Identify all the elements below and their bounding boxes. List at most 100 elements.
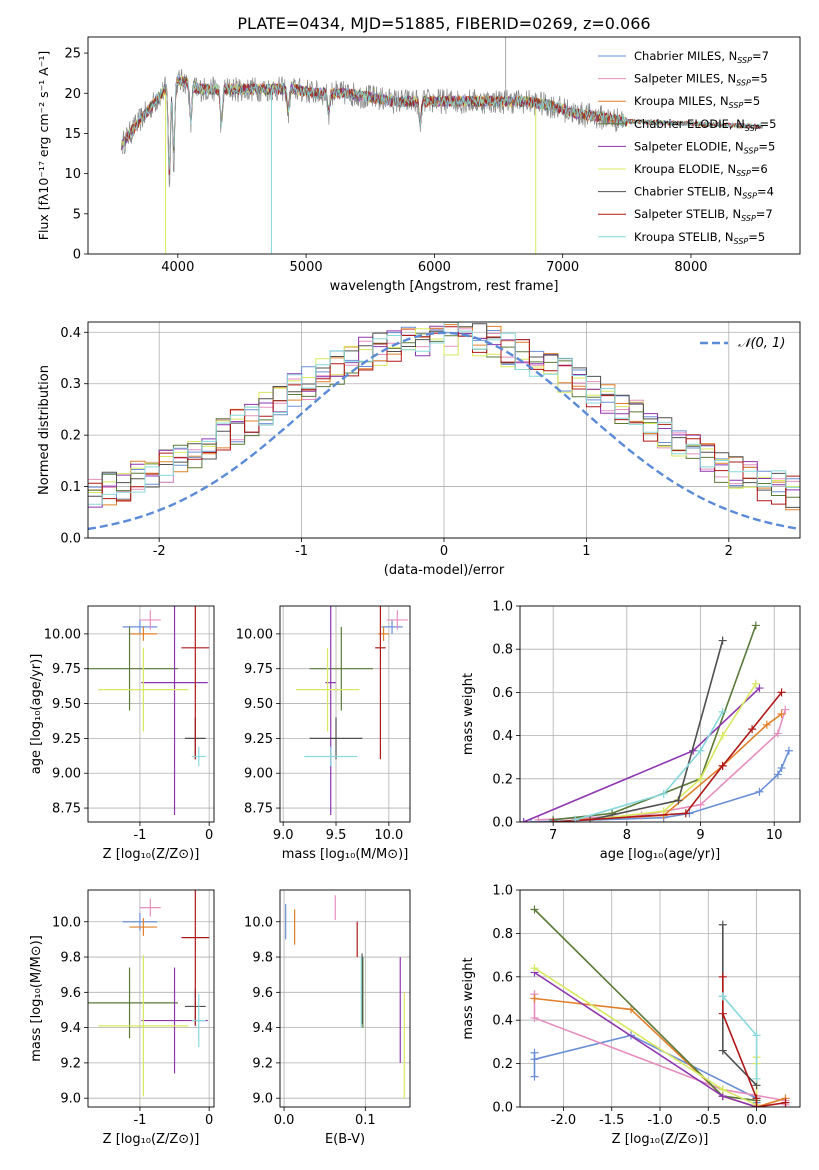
x-tick-label: 9: [696, 828, 704, 843]
histogram-kroupa-elodie: [88, 328, 800, 493]
series-marker: [718, 707, 727, 716]
y-tick-label: 9.2: [60, 1056, 81, 1071]
y-tick-label: 10.00: [44, 627, 81, 642]
x-tick-label: 0: [205, 828, 213, 843]
legend-label: Kroupa MILES, NSSP=5: [634, 94, 760, 110]
series-marker: [530, 994, 539, 1003]
errorbar-kroupa-stelib: [191, 994, 206, 1048]
y-axis-label: mass weight: [461, 957, 476, 1039]
y-tick-label: 9.8: [60, 951, 81, 966]
series-marker: [571, 815, 580, 822]
x-tick-label: 9.5: [326, 828, 347, 843]
series-marker: [696, 774, 705, 783]
series-marker: [718, 1085, 727, 1094]
errorbar-kroupa-miles: [129, 626, 158, 641]
y-tick-label: 0.1: [60, 480, 81, 495]
y-tick-label: 0.3: [60, 377, 81, 392]
axes-frame: [519, 889, 801, 1108]
series-line: [553, 625, 757, 821]
y-tick-label: 0.8: [492, 643, 513, 658]
y-axis-label: Flux [fλ10⁻¹⁷ erg cm⁻² s⁻¹ A⁻¹]: [36, 51, 51, 240]
x-tick-label: -0.5: [696, 1113, 721, 1128]
panel-massweight-vs-age: 7 8 9 10 0.0 0.2 0.4 0.6 0.8 1.0 age [log₁₀(age/yr…: [461, 600, 801, 862]
plot-area-mass-vs-Z: [88, 890, 210, 1097]
x-tick-label: 0.1: [355, 1113, 376, 1128]
series-marker: [696, 746, 705, 755]
series-marker: [752, 1074, 761, 1083]
series-marker: [755, 684, 764, 693]
series-marker: [718, 1046, 727, 1055]
series-marker: [608, 809, 617, 818]
series-marker: [784, 746, 793, 755]
axes-frame: [87, 36, 801, 255]
x-tick-label: 0.0: [274, 1113, 295, 1128]
errorbar-chabrier-elodie: [88, 626, 178, 711]
series-kroupa-stelib: [718, 992, 761, 1083]
y-tick-label: 9.50: [52, 697, 81, 712]
x-tick-label: 7: [549, 828, 557, 843]
series-marker: [659, 807, 668, 816]
y-axis-label: mass [log₁₀(M/M⊙)]: [29, 935, 44, 1062]
y-tick-label: 0.2: [60, 429, 81, 444]
series-line: [722, 995, 758, 1079]
axes-frame: [519, 605, 801, 823]
y-tick-label: 8.75: [52, 802, 81, 817]
y-tick-label: 9.0: [60, 1092, 81, 1107]
legend-label: Chabrier STELIB, NSSP=4: [634, 185, 774, 201]
axes-frame: [279, 605, 411, 823]
series-marker: [751, 621, 760, 630]
x-tick-label: 6000: [418, 260, 451, 275]
series-line: [589, 683, 757, 821]
x-tick-label: 0: [440, 544, 448, 559]
series-marker: [777, 764, 786, 772]
series-marker: [520, 818, 528, 822]
y-tick-label: 0.8: [492, 927, 513, 942]
errorbar-salpeter-miles: [386, 610, 408, 630]
x-tick-label: -1: [295, 544, 308, 559]
x-tick-label: 0: [205, 1113, 213, 1128]
y-tick-label: 0.2: [492, 1057, 513, 1072]
series-kroupa-elodie: [586, 679, 760, 822]
series-kroupa-elodie: [530, 964, 761, 1107]
series-chabrier-stelib: [718, 920, 761, 1090]
spectrum-model-kroupa-stelib: [123, 76, 764, 170]
series-marker: [748, 725, 757, 734]
y-tick-label: 0.0: [60, 532, 81, 547]
errorbar-kroupa-elodie: [98, 955, 189, 1097]
errorbar-chabrier-miles: [122, 619, 158, 634]
legend-label: Salpeter STELIB, NSSP=7: [634, 207, 773, 223]
y-tick-label: 9.75: [52, 662, 81, 677]
legend-label: Chabrier MILES, NSSP=7: [634, 49, 769, 65]
y-tick-label: 9.6: [60, 986, 81, 1001]
plot-area-age-vs-mass: [295, 606, 408, 816]
series-marker: [777, 688, 786, 697]
y-tick-label: 10.0: [244, 915, 273, 930]
y-tick-label: 9.8: [252, 951, 273, 966]
errorbar-chabrier-miles: [381, 619, 403, 634]
series-marker: [530, 1055, 539, 1064]
errorbar-salpeter-miles: [139, 610, 161, 630]
x-tick-label: -1: [133, 828, 146, 843]
x-tick-label: -1.0: [647, 1113, 672, 1128]
x-tick-label: -1.5: [599, 1113, 624, 1128]
x-tick-label: 1: [582, 544, 590, 559]
y-tick-label: 9.25: [244, 732, 273, 747]
series-marker: [530, 1014, 539, 1023]
series-marker: [777, 710, 786, 718]
x-tick-label: 0.0: [746, 1113, 767, 1128]
axes-frame: [87, 605, 215, 823]
series-salpeter-stelib: [549, 688, 786, 822]
x-tick-label: -2.0: [551, 1113, 576, 1128]
panel-massweight-vs-Z: -2.0 -1.5 -1.0 -0.5 0.0 0.0 0.2 0.4 0.6 0.8 1.0 Z […: [461, 884, 801, 1147]
x-tick-label: 5000: [290, 260, 323, 275]
axes-frame: [87, 321, 801, 539]
y-tick-label: 9.25: [52, 732, 81, 747]
panel-mass-vs-EBV: 0.0 0.1 9.0 9.2 9.4 9.6 9.8 10.0 E(B-V): [244, 889, 411, 1147]
series-chabrier-miles: [530, 1031, 761, 1107]
series-marker: [751, 679, 760, 688]
plot-area-massweight-vs-Z: [530, 905, 790, 1107]
series-line: [721, 976, 786, 1107]
errorbar-chabrier-elodie: [309, 626, 374, 711]
y-tick-label: 8.75: [244, 802, 273, 817]
